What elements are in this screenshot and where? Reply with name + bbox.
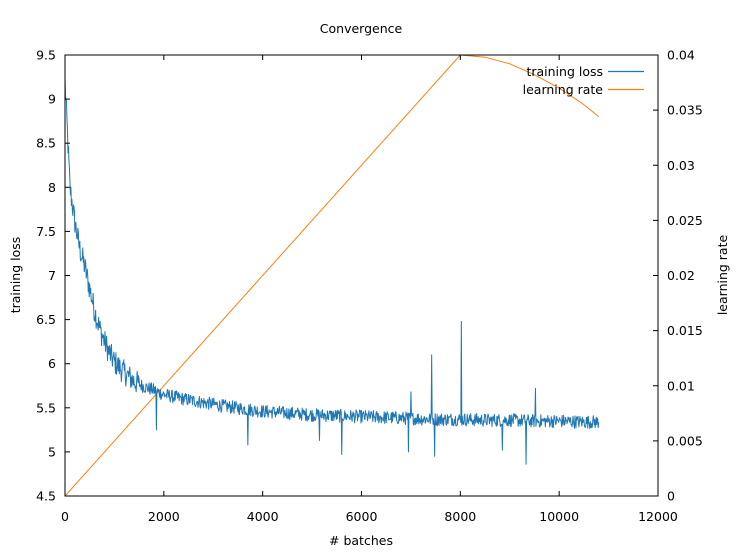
chart-title: Convergence [320,21,403,36]
y-tick-label: 6 [48,356,56,371]
y-tick-label: 7.5 [36,224,56,239]
y-tick-label: 8 [48,180,56,195]
x-tick-label: 2000 [148,509,180,524]
y-tick-label: 5 [48,444,56,459]
x-axis-label: # batches [329,533,393,548]
plot-frame [64,54,659,497]
y-tick-label: 6.5 [36,312,56,327]
y2-tick-label: 0.03 [667,158,695,173]
x-tick-label: 10000 [539,509,579,524]
y2-tick-label: 0.02 [667,268,695,283]
y2-tick-label: 0.025 [667,213,703,228]
x-axis: 0 2000 4000 6000 8000 10000 12000 [61,55,678,524]
legend: training loss learning rate [523,64,644,97]
y-axis-left: 4.5 5 5.5 6 6.5 7 7.5 8 8.5 9 9.5 [36,48,70,504]
plot-area [64,54,659,497]
y2-tick-label: 0.04 [667,48,695,63]
x-tick-label: 0 [61,509,69,524]
y2-tick-label: 0.015 [667,323,703,338]
legend-item-learning-rate: learning rate [523,82,644,97]
legend-label-learning-rate: learning rate [523,82,604,97]
y2-tick-label: 0 [667,489,675,504]
y-tick-label: 5.5 [36,400,56,415]
x-tick-label: 12000 [638,509,678,524]
y2-axis-label: learning rate [715,235,730,316]
y2-tick-label: 0.005 [667,433,703,448]
y2-tick-label: 0.01 [667,378,695,393]
y-tick-label: 4.5 [36,489,56,504]
y-tick-label: 8.5 [36,136,56,151]
learning-rate-line [65,55,600,496]
learning-rate-layer [65,55,600,496]
y-tick-label: 9 [48,92,56,107]
y-tick-label: 9.5 [36,48,56,63]
x-tick-label: 8000 [444,509,476,524]
x-tick-label: 6000 [346,509,378,524]
y2-tick-label: 0.035 [667,103,703,118]
y-axis-label: training loss [8,237,23,314]
x-tick-label: 4000 [247,509,279,524]
training-loss-line [65,77,600,465]
y-tick-label: 7 [48,268,56,283]
training-loss-layer [65,77,600,465]
legend-item-training-loss: training loss [526,64,644,79]
legend-label-training-loss: training loss [526,64,603,79]
y-axis-right: 0 0.005 0.01 0.015 0.02 0.025 0.03 0.035 0.04 [653,48,703,504]
